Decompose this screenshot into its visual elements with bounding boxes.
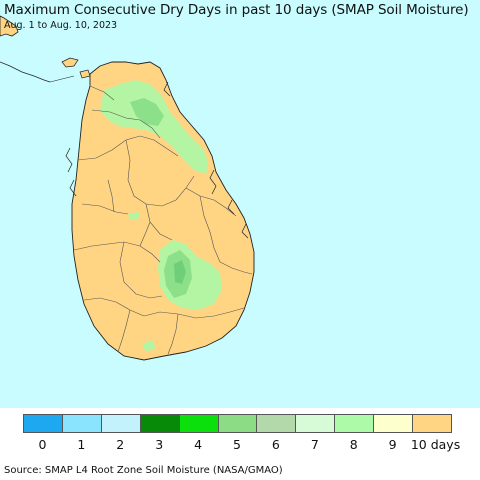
legend-swatch-8 [334,414,375,433]
legend-swatch-7 [295,414,336,433]
legend-swatch-9 [373,414,414,433]
legend-swatch-0 [23,414,63,433]
legend-swatch-2 [100,414,141,433]
north-green-mid [130,98,164,126]
legend-label-7: 7 [310,437,319,452]
adams-bridge [49,75,75,83]
source-note: Source: SMAP L4 Root Zone Soil Moisture … [4,465,283,476]
legend-label-4: 4 [194,437,203,452]
legend-swatch-1 [61,414,102,433]
east-coast-lagoons [163,81,249,239]
legend-swatch-5 [217,414,258,433]
legend-label-10: 10 days [410,437,461,452]
map-subtitle: Aug. 1 to Aug. 10, 2023 [4,20,118,31]
legend-swatch-10 [412,414,452,433]
india-coast-detail [0,61,51,83]
legend-label-2: 2 [116,437,125,452]
legend-swatch-4 [178,414,219,433]
legend-label-1: 1 [77,437,86,452]
small-green-patch-west [128,212,140,220]
legend-label-6: 6 [271,437,280,452]
south-green-patch [142,340,156,352]
sri-lanka-map [0,0,480,408]
legend-swatch-3 [139,414,180,433]
north-green-region [100,80,208,174]
map-title: Maximum Consecutive Dry Days in past 10 … [4,2,469,18]
legend-swatch-6 [256,414,297,433]
india-landmass [0,15,19,37]
central-green-dark [174,260,186,284]
district-boundaries [73,85,253,355]
legend-color-bar [23,414,452,433]
legend-label-3: 3 [155,437,164,452]
jaffna-island [61,57,79,68]
legend-label-8: 8 [349,437,358,452]
legend-label-5: 5 [233,437,241,452]
legend-label-0: 0 [38,437,47,452]
west-coast-lagoons [65,147,77,197]
legend-label-9: 9 [388,437,397,452]
